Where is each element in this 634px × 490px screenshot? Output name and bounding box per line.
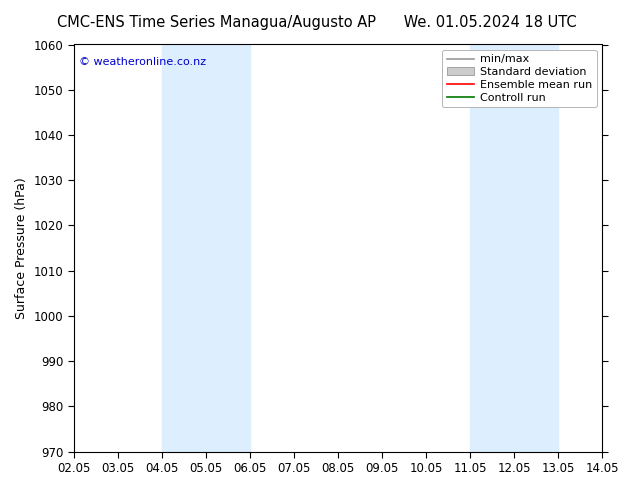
Text: © weatheronline.co.nz: © weatheronline.co.nz bbox=[79, 57, 206, 67]
Bar bbox=[470, 45, 558, 452]
Text: CMC-ENS Time Series Managua/Augusto AP      We. 01.05.2024 18 UTC: CMC-ENS Time Series Managua/Augusto AP W… bbox=[57, 15, 577, 30]
Bar bbox=[162, 45, 250, 452]
Legend: min/max, Standard deviation, Ensemble mean run, Controll run: min/max, Standard deviation, Ensemble me… bbox=[443, 50, 597, 107]
Y-axis label: Surface Pressure (hPa): Surface Pressure (hPa) bbox=[15, 177, 28, 319]
